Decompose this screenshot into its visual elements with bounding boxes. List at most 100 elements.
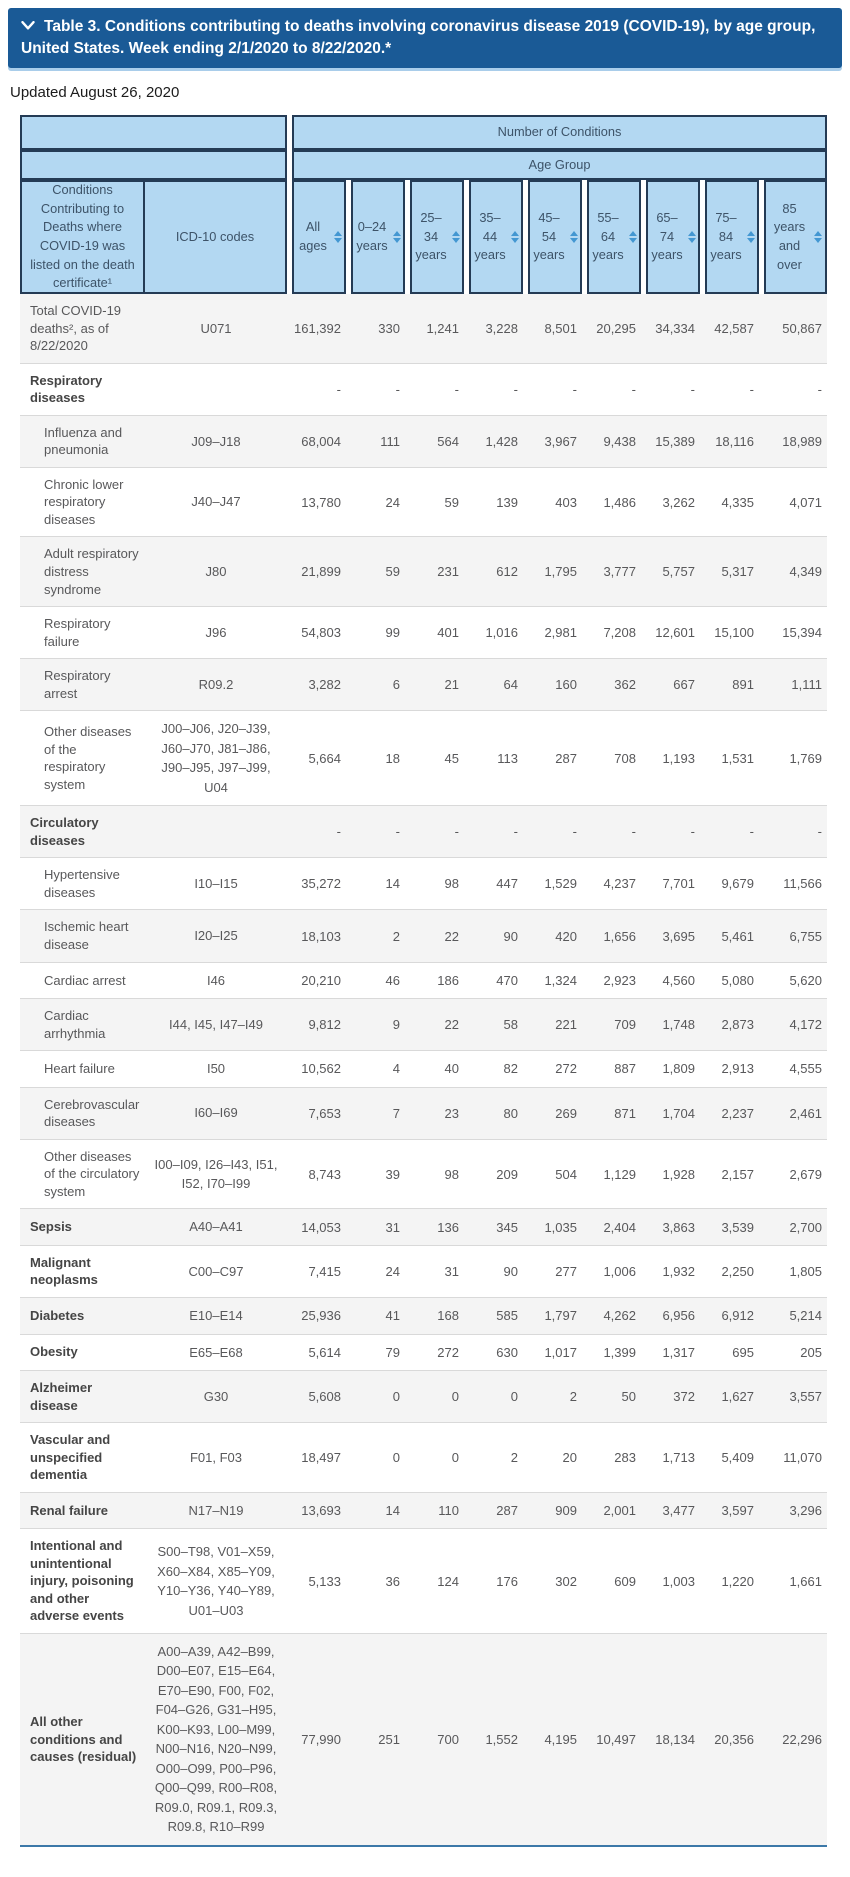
value-cell: 205 — [800, 1344, 822, 1360]
value-cell: 9,812 — [308, 1017, 341, 1033]
value-cell: 6 — [392, 677, 400, 693]
value-cell: 1,748 — [662, 1017, 695, 1033]
value-cell: 15,394 — [782, 625, 822, 641]
value-cell: 98 — [444, 1166, 459, 1182]
condition-cell: Obesity — [30, 1344, 78, 1360]
condition-cell: All other conditions and causes (residua… — [30, 1714, 137, 1765]
value-cell: 1,035 — [544, 1219, 577, 1235]
value-cell: 6,755 — [789, 928, 822, 944]
column-header-age-8[interactable]: 85 years and over — [759, 180, 827, 294]
value-cell: 345 — [496, 1219, 518, 1235]
condition-cell: Cardiac arrhythmia — [44, 1008, 106, 1041]
icd-codes-cell — [145, 806, 287, 858]
value-cell: 15,100 — [714, 625, 754, 641]
column-header-age-3[interactable]: 35–44 years — [464, 180, 523, 294]
value-cell: 20 — [562, 1449, 577, 1465]
condition-cell: Vascular and unspecified dementia — [30, 1432, 111, 1483]
condition-cell: Hypertensive diseases — [44, 867, 120, 900]
group-header-cell: Number of Conditions — [287, 115, 827, 150]
header-empty-cell — [20, 150, 287, 180]
column-header-age-4[interactable]: 45–54 years — [523, 180, 582, 294]
value-cell: 585 — [496, 1308, 518, 1324]
value-cell: - — [513, 381, 518, 397]
sort-icon[interactable] — [511, 231, 519, 243]
condition-cell: Circulatory diseases — [30, 815, 99, 848]
table-row: Vascular and unspecified dementia F01, F0… — [20, 1422, 827, 1493]
column-header-label: 0–24 years — [356, 219, 388, 253]
value-cell: 54,803 — [301, 625, 341, 641]
table-row: Other diseases of the respiratory system… — [20, 710, 827, 806]
value-cell: 302 — [555, 1573, 577, 1589]
value-cell: 7,208 — [603, 625, 636, 641]
column-header-age-7[interactable]: 75–84 years — [700, 180, 759, 294]
sort-icon[interactable] — [570, 231, 578, 243]
value-cell: 186 — [437, 972, 459, 988]
value-cell: 10,497 — [596, 1731, 636, 1747]
table-row: Adult respiratory distress syndrome J80 21… — [20, 536, 827, 607]
value-cell: 22 — [444, 928, 459, 944]
value-cell: 1,241 — [426, 320, 459, 336]
value-cell: 8,501 — [544, 320, 577, 336]
table-row: Cardiac arrest I46 20,210 46 186 470 1,324 2,92… — [20, 962, 827, 999]
icd-codes-cell: R09.2 — [198, 677, 234, 692]
condition-cell: Cerebrovascular diseases — [44, 1096, 140, 1130]
value-cell: 3,695 — [662, 928, 695, 944]
sort-icon[interactable] — [334, 231, 342, 243]
value-cell: 7 — [392, 1105, 400, 1121]
table-collapse-header[interactable]: Table 3. Conditions contributing to deat… — [8, 8, 842, 68]
icd-codes-cell: I10–I15 — [194, 876, 238, 892]
value-cell: 1,713 — [662, 1449, 695, 1465]
table-row: Other diseases of the circulatory system… — [20, 1139, 827, 1209]
sort-icon[interactable] — [688, 231, 696, 243]
sort-icon[interactable] — [393, 231, 401, 243]
sort-icon[interactable] — [747, 231, 755, 243]
sort-icon[interactable] — [629, 231, 637, 243]
value-cell: 5,214 — [789, 1308, 822, 1324]
column-header-age-0[interactable]: All ages — [287, 180, 346, 294]
table-row: All other conditions and causes (residua… — [20, 1633, 827, 1846]
value-cell: 564 — [437, 433, 459, 449]
value-cell: 124 — [437, 1573, 459, 1589]
value-cell: 2,404 — [603, 1219, 636, 1235]
value-cell: 34,334 — [655, 320, 695, 336]
value-cell: 41 — [385, 1308, 400, 1324]
value-cell: 3,557 — [789, 1389, 822, 1405]
value-cell: 6,956 — [662, 1308, 695, 1324]
value-cell: 15,389 — [655, 433, 695, 449]
condition-cell: Ischemic heart disease — [44, 919, 129, 953]
value-cell: 1,552 — [485, 1731, 518, 1747]
value-cell: 21 — [444, 677, 459, 693]
value-cell: 18,989 — [782, 433, 822, 449]
column-header-age-5[interactable]: 55–64 years — [582, 180, 641, 294]
column-header-age-6[interactable]: 65–74 years — [641, 180, 700, 294]
value-cell: 0 — [451, 1389, 459, 1405]
value-cell: - — [454, 381, 459, 397]
column-header-age-2[interactable]: 25–34 years — [405, 180, 464, 294]
value-cell: 18,116 — [715, 433, 754, 449]
value-cell: 1,928 — [662, 1166, 695, 1182]
value-cell: 50 — [621, 1389, 636, 1405]
value-cell: 20,356 — [714, 1731, 754, 1747]
value-cell: - — [690, 381, 695, 397]
column-header-age-1[interactable]: 0–24 years — [346, 180, 405, 294]
value-cell: 1,017 — [544, 1344, 577, 1360]
value-cell: - — [572, 381, 577, 397]
value-cell: 3,863 — [662, 1219, 695, 1235]
value-cell: 139 — [496, 494, 518, 510]
value-cell: 2,913 — [721, 1061, 754, 1077]
value-cell: 269 — [555, 1105, 577, 1121]
value-cell: 11,566 — [783, 876, 822, 892]
icd-codes-cell: I50 — [206, 1061, 226, 1077]
chevron-down-icon — [21, 15, 35, 37]
sort-icon[interactable] — [452, 231, 460, 243]
table-row: Malignant neoplasms C00–C97 7,415 24 31 90 277… — [20, 1245, 827, 1297]
icd-codes-cell: C00–C97 — [188, 1263, 244, 1279]
value-cell: 4,555 — [789, 1061, 822, 1077]
value-cell: 14,053 — [301, 1219, 341, 1235]
value-cell: 5,317 — [721, 564, 754, 580]
sort-icon[interactable] — [813, 231, 822, 243]
header-empty-cell — [20, 115, 287, 150]
value-cell: 111 — [380, 433, 400, 449]
table-header: Number of Conditions Age Group Condition… — [20, 115, 827, 294]
column-header-label: 75–84 years — [710, 210, 742, 263]
